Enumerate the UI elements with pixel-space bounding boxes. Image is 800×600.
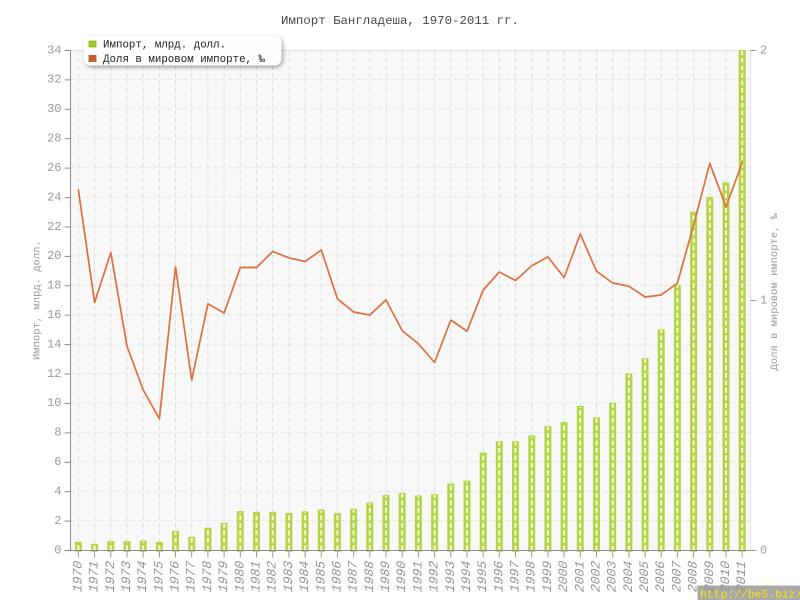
svg-text:20: 20	[47, 249, 61, 263]
svg-text:Доля в мировом импорте, ‰: Доля в мировом импорте, ‰	[769, 212, 781, 370]
svg-text:1977: 1977	[184, 560, 199, 593]
svg-text:2009: 2009	[702, 560, 717, 593]
svg-text:2005: 2005	[637, 560, 652, 593]
svg-text:34: 34	[47, 43, 61, 57]
svg-text:Импорт, млрд. долл.: Импорт, млрд. долл.	[103, 40, 226, 52]
svg-text:1985: 1985	[313, 560, 328, 593]
svg-text:2003: 2003	[605, 560, 620, 593]
svg-text:2002: 2002	[589, 560, 604, 593]
svg-text:Импорт, млрд. долл.: Импорт, млрд. долл.	[32, 240, 44, 360]
svg-text:1978: 1978	[200, 560, 215, 593]
svg-text:1992: 1992	[427, 560, 442, 593]
svg-text:28: 28	[47, 132, 61, 146]
svg-text:2004: 2004	[621, 560, 636, 593]
svg-text:1988: 1988	[362, 560, 377, 593]
svg-text:30: 30	[47, 102, 61, 116]
svg-text:1999: 1999	[540, 560, 555, 593]
svg-text:1974: 1974	[135, 560, 150, 593]
svg-text:1979: 1979	[216, 560, 231, 593]
svg-text:1993: 1993	[443, 560, 458, 593]
svg-text:2001: 2001	[572, 560, 587, 593]
svg-text:1980: 1980	[232, 560, 247, 593]
svg-text:2007: 2007	[669, 560, 684, 593]
svg-text:16: 16	[47, 308, 61, 322]
svg-text:1984: 1984	[297, 560, 312, 593]
svg-text:Доля в мировом импорте, ‰: Доля в мировом импорте, ‰	[103, 54, 266, 66]
svg-text:1995: 1995	[475, 560, 490, 593]
svg-text:1: 1	[760, 293, 767, 307]
svg-text:http://be5.biz/: http://be5.biz/	[700, 590, 800, 600]
svg-text:1976: 1976	[168, 560, 183, 593]
svg-text:1983: 1983	[281, 560, 296, 593]
svg-text:2006: 2006	[653, 560, 668, 593]
svg-text:1981: 1981	[249, 560, 264, 593]
svg-text:6: 6	[54, 455, 61, 469]
svg-text:1975: 1975	[151, 560, 166, 593]
svg-text:10: 10	[47, 396, 61, 410]
svg-text:2: 2	[54, 514, 61, 528]
svg-text:12: 12	[47, 367, 61, 381]
svg-text:2: 2	[760, 43, 767, 57]
svg-text:1971: 1971	[87, 560, 102, 593]
svg-text:1996: 1996	[491, 560, 506, 593]
svg-text:2008: 2008	[686, 560, 701, 593]
svg-text:1994: 1994	[459, 560, 474, 593]
svg-text:Импорт Бангладеша, 1970-2011 г: Импорт Бангладеша, 1970-2011 гг.	[281, 14, 519, 28]
svg-text:18: 18	[47, 279, 61, 293]
svg-text:32: 32	[47, 73, 61, 87]
svg-text:1991: 1991	[410, 560, 425, 593]
svg-text:2010: 2010	[718, 560, 733, 593]
svg-text:4: 4	[54, 485, 61, 499]
svg-text:1982: 1982	[265, 560, 280, 593]
svg-text:1989: 1989	[378, 560, 393, 593]
svg-text:1997: 1997	[508, 560, 523, 593]
svg-text:26: 26	[47, 161, 61, 175]
svg-text:1970: 1970	[70, 560, 85, 593]
svg-text:0: 0	[760, 543, 767, 557]
svg-text:1987: 1987	[346, 560, 361, 593]
svg-text:22: 22	[47, 220, 61, 234]
svg-text:0: 0	[54, 543, 61, 557]
svg-text:1973: 1973	[119, 560, 134, 593]
svg-text:24: 24	[47, 190, 61, 204]
svg-text:14: 14	[47, 337, 61, 351]
svg-text:1986: 1986	[329, 560, 344, 593]
svg-text:1990: 1990	[394, 560, 409, 593]
svg-text:8: 8	[54, 426, 61, 440]
svg-text:1972: 1972	[103, 560, 118, 593]
svg-text:2000: 2000	[556, 560, 571, 593]
svg-text:2011: 2011	[734, 560, 749, 593]
svg-text:1998: 1998	[524, 560, 539, 593]
